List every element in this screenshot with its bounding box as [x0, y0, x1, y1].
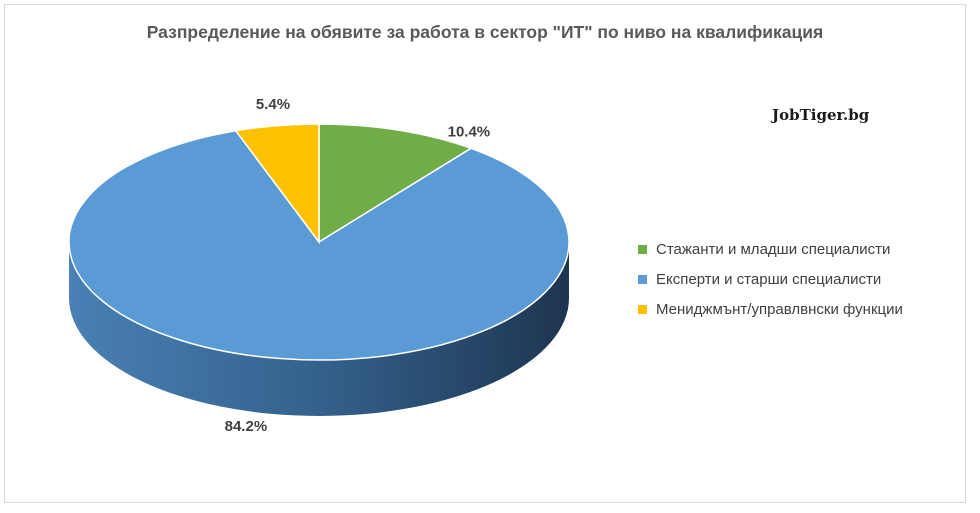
- brand-watermark: JobTiger.bg: [772, 106, 870, 124]
- data-label-experts: 84.2%: [225, 418, 268, 435]
- legend-label-experts: Експерти и старши специалисти: [656, 270, 882, 288]
- pie-slice-management: [234, 123, 320, 245]
- data-label-interns: 10.4%: [448, 124, 491, 141]
- legend: Стажанти и младши специалисти Експерти и…: [638, 234, 903, 324]
- data-label-management: 5.4%: [256, 96, 290, 113]
- legend-label-management: Мениджмънт/управлвнски функции: [656, 300, 903, 318]
- legend-item-interns: Стажанти и младши специалисти: [638, 234, 903, 264]
- legend-label-interns: Стажанти и младши специалисти: [656, 240, 891, 258]
- pie-side-wall: [69, 242, 569, 416]
- legend-item-management: Мениджмънт/управлвнски функции: [638, 294, 903, 324]
- legend-item-experts: Експерти и старши специалисти: [638, 264, 903, 294]
- legend-swatch-experts: [638, 274, 647, 284]
- chart-title: Разпределение на обявите за работа в сек…: [146, 22, 824, 42]
- legend-swatch-interns: [638, 244, 647, 254]
- pie-slice-interns: [318, 123, 473, 244]
- legend-swatch-management: [638, 304, 647, 314]
- pie-slice-experts: [68, 129, 570, 361]
